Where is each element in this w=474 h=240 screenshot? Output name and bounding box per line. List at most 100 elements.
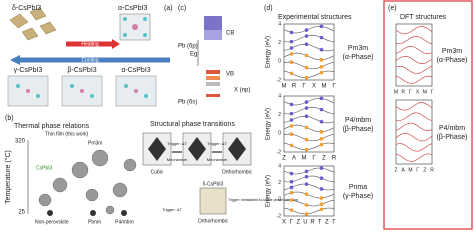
band-curve (395, 75, 433, 84)
axis-label: Energy (eV) (266, 108, 272, 140)
tick-label: 0 (278, 197, 281, 203)
k-label: Γ (312, 156, 316, 162)
band-curve (395, 143, 433, 152)
tick-label: 25 (18, 210, 25, 216)
axis-label: Temperature (°C) (4, 150, 12, 204)
phase-name: δ-CsPbI3 (203, 181, 224, 187)
k-label: X (416, 89, 420, 95)
band-dot (319, 58, 324, 62)
phase-name: Pbnm (88, 219, 101, 225)
section-title: DFT structures (400, 14, 447, 21)
k-label: Z (296, 220, 300, 226)
k-label: M (302, 156, 307, 162)
section-title: Thermal phase relations (14, 123, 90, 130)
k-label: U (303, 220, 307, 226)
k-label: M (408, 167, 412, 173)
phase-name: P4/mbm (115, 219, 134, 225)
band-curve (395, 153, 433, 162)
k-label: R (292, 84, 297, 90)
band-dot (319, 137, 324, 141)
panel-label: (b) (5, 115, 14, 122)
tick-label: -2 (277, 149, 282, 155)
band-label: VB (226, 72, 234, 78)
band-dot (304, 203, 309, 207)
band-dot (319, 70, 324, 75)
phase-name: α-CsPbI3 (121, 67, 150, 74)
band-dot (304, 147, 309, 152)
band-curve (395, 102, 433, 111)
band-dot (289, 111, 294, 116)
band-dot (289, 198, 294, 202)
phase-name: γ-CsPbI3 (14, 67, 43, 74)
band-dot (304, 28, 309, 32)
phase-name: P4/mbm (439, 125, 465, 132)
band-dot (289, 30, 294, 35)
note: CsPbI3 (36, 165, 53, 171)
note: Thin film (this work) (45, 131, 89, 137)
k-label: Z (322, 156, 326, 162)
band-dot (304, 137, 309, 142)
k-label: Z (394, 167, 397, 173)
k-label: R (430, 167, 434, 173)
band-dot (304, 65, 309, 70)
arrow-label: Cooling (82, 57, 99, 63)
panel-label: (a) (164, 5, 173, 12)
k-label: Γ (409, 89, 412, 95)
band-dot (319, 24, 324, 29)
note: Trigger: ΔT (167, 141, 187, 146)
band-curve (395, 26, 433, 35)
band-dot (319, 202, 324, 207)
section-title: Structural phase transitions (150, 121, 235, 128)
band-dot (304, 100, 309, 104)
band-dot (289, 118, 294, 122)
note: Trigger: ΔT (162, 207, 182, 212)
band-dot (289, 39, 294, 44)
note: Trigger: metastable-to-stable phase tran… (228, 198, 298, 202)
phase-name: Non-perovskite (35, 219, 69, 225)
k-label: X (312, 84, 316, 90)
panel-label: (c) (178, 5, 186, 12)
section-title: Experimental structures (278, 14, 352, 21)
note: Trigger: ΔT (207, 141, 227, 146)
k-label: M (322, 84, 327, 90)
band-dot (304, 75, 309, 80)
phase-name: Orthorhombic (198, 218, 229, 224)
tick-label: 2 (278, 180, 281, 186)
band-dot (319, 207, 324, 212)
tick-label: 2 (278, 40, 281, 46)
tick-label: 4 (278, 21, 281, 27)
band-dot (319, 196, 324, 200)
axis-label: Energy (eV) (266, 175, 272, 207)
phase-name: Cubic (151, 169, 164, 175)
tick-label: 4 (278, 163, 281, 169)
k-label: Z (282, 156, 286, 162)
band-dot (304, 182, 309, 186)
k-label: Γ (431, 89, 434, 95)
panel-b: (b) Thermal phase relations Temperature … (4, 115, 299, 225)
k-label: Γ (302, 84, 306, 90)
band-dot (304, 169, 309, 174)
band-dot (304, 125, 309, 130)
panel-d: (d) Experimental structures Energy (eV) 4… (264, 5, 373, 226)
phase-name: δ-CsPbI3 (12, 5, 41, 12)
band-curve (395, 65, 433, 74)
k-label: Γ (332, 84, 336, 90)
phase-name: (β-Phase) (343, 126, 374, 133)
orbital-label: Pb (6s) (178, 100, 197, 106)
band-dot (319, 96, 324, 101)
phase-name: P4/mbm (345, 117, 371, 124)
k-label: M (394, 89, 398, 95)
band-label: Eg (190, 52, 197, 58)
band-dot (304, 34, 309, 38)
band-dot (289, 143, 294, 148)
phase-name: β-CsPbI3 (67, 67, 96, 74)
band-dot (319, 187, 324, 191)
k-label: A (402, 167, 406, 173)
band-dot (304, 114, 309, 119)
k-label: T (318, 220, 322, 226)
phase-name: (β-Phase) (437, 134, 468, 141)
band-dot (319, 107, 324, 112)
note: Mechanism (167, 157, 188, 162)
phase-name: Pm3m (88, 140, 102, 146)
k-label: Z (325, 220, 329, 226)
